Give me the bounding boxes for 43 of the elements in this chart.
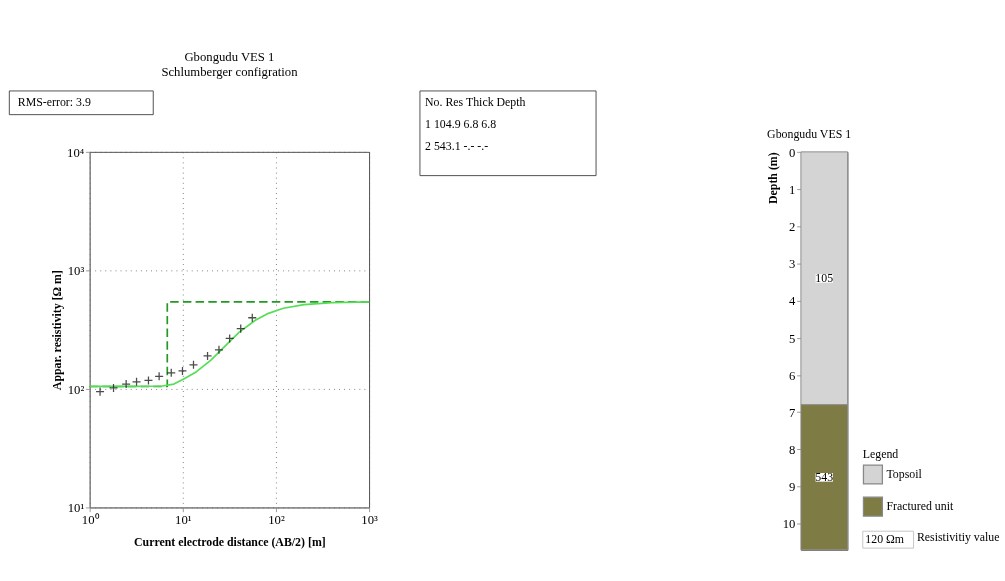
y-tick-label: 10 (782, 517, 796, 532)
text: RMS-error: 3.9 (17, 95, 91, 110)
text: 120 Ωm (865, 532, 905, 547)
text: 2 543.1 -.- -.- (425, 139, 489, 154)
legend-title: Legend (862, 446, 899, 461)
y-tick-label: 4 (789, 294, 797, 309)
x-tick-label: 10³ (361, 513, 379, 528)
x-axis-title: Current electrode distance (AB/2) [m] (134, 535, 326, 550)
y-tick-label: 0 (789, 145, 796, 160)
chart-subtitle: Schlumberger configration (161, 65, 299, 80)
point (121, 379, 131, 389)
legend-label: Fractured unit (886, 499, 954, 514)
x-tick-label: 10² (268, 513, 285, 528)
text: No. Res Thick Depth (425, 95, 526, 110)
y-tick-label: 10¹ (67, 501, 85, 516)
y-tick-label: 10² (67, 382, 85, 397)
y-axis-title: Appar. resistivity [Ω m] (50, 270, 65, 391)
annotation: 543 (815, 469, 834, 484)
point (108, 383, 119, 393)
y-tick-label: 6 (789, 368, 796, 383)
y-tick-label: 5 (789, 331, 796, 346)
chart-title: Gbongudu VES 1 (767, 127, 852, 142)
y-tick-label: 2 (789, 219, 796, 234)
point (177, 366, 188, 376)
point (202, 351, 213, 361)
y-tick-label: 1 (789, 182, 796, 197)
point (154, 371, 164, 381)
text: 1 104.9 6.8 6.8 (425, 117, 497, 132)
y-tick-label: 10⁴ (67, 145, 85, 160)
y-axis-title: Depth (m) (765, 152, 780, 204)
y-tick-label: 9 (789, 480, 796, 495)
chart-title: Gbongudu VES 1 (184, 49, 275, 64)
legend-label: Topsoil (886, 466, 923, 481)
point (95, 386, 105, 397)
y-tick-label: 7 (789, 405, 796, 420)
y-tick-label: 8 (789, 443, 796, 458)
x-tick-label: 10¹ (175, 513, 192, 528)
annotation: 105 (815, 270, 834, 285)
point (214, 345, 224, 355)
x-tick-label: 10⁰ (81, 513, 100, 528)
text: Resistivitiy value (916, 530, 1000, 545)
y-tick-label: 3 (789, 257, 796, 272)
y-tick-label: 10³ (67, 264, 85, 279)
